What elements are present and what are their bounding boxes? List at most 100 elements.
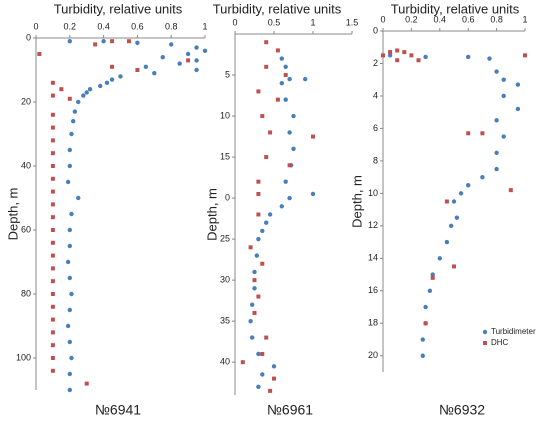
dhc-point: [466, 131, 471, 136]
y-tick-label: 35: [220, 316, 230, 326]
x-tick-label: 0.5: [268, 17, 281, 27]
y-tick-label: 40: [21, 160, 31, 170]
dhc-point: [260, 351, 265, 356]
turbidimeter-point: [67, 227, 73, 233]
x-tick-label: 0: [232, 17, 237, 27]
x-tick-label: 0.8: [490, 14, 503, 24]
turbidimeter-point: [67, 339, 73, 345]
dhc-point: [50, 93, 55, 98]
dhc-point: [110, 64, 115, 69]
dhc-point: [50, 151, 55, 156]
turbidimeter-point: [279, 56, 284, 61]
y-tick-label: 6: [373, 123, 378, 133]
panel-label: №6961: [267, 402, 313, 418]
x-tick-label: 0.8: [165, 21, 178, 31]
chart-title: Turbidity, relative units: [54, 1, 183, 16]
x-tick-label: 1: [310, 17, 315, 27]
turbidimeter-point: [252, 269, 257, 275]
turbidimeter-point: [202, 48, 208, 53]
y-tick-label: 2: [373, 58, 378, 68]
y-tick-label: 8: [373, 155, 378, 165]
turbidimeter-point: [430, 272, 435, 277]
y-tick-label: 4: [373, 90, 378, 100]
dhc-point: [275, 97, 280, 102]
dhc-point: [50, 356, 55, 360]
dhc-point: [508, 188, 513, 193]
y-tick-label: 0: [26, 32, 31, 42]
turbidimeter-point: [303, 76, 308, 82]
turbidimeter-point: [249, 302, 255, 307]
turbidimeter-point: [65, 323, 71, 329]
dhc-point: [256, 179, 261, 184]
turbidimeter-point: [101, 39, 106, 44]
dhc-point: [444, 199, 449, 204]
dhc-point: [50, 80, 55, 85]
dhc-point: [395, 48, 400, 53]
dhc-point: [50, 343, 55, 348]
turbidimeter-point: [501, 93, 506, 99]
x-tick-label: 0.6: [462, 14, 475, 24]
y-axis-label: Depth, m: [204, 188, 219, 241]
turbidimeter-point: [287, 76, 292, 82]
dhc-point: [381, 53, 385, 58]
turbidimeter-point: [67, 387, 73, 393]
turbidimeter-point: [448, 223, 454, 229]
dhc-point: [272, 376, 276, 381]
turbidimeter-point: [67, 147, 73, 153]
y-tick-label: 25: [220, 233, 230, 243]
dhc-point: [252, 278, 257, 283]
y-tick-label: 5: [225, 69, 230, 79]
y-tick-label: 10: [220, 110, 230, 120]
turbidimeter-point: [260, 228, 265, 234]
turbidimeter-point: [248, 318, 253, 324]
dhc-point: [268, 130, 273, 135]
panel-label: №6932: [439, 402, 485, 418]
dhc-point: [264, 155, 269, 160]
dhc-point: [50, 164, 55, 168]
turbidimeter-point: [67, 275, 73, 281]
y-tick-label: 12: [368, 220, 378, 230]
turbidimeter-point: [420, 353, 425, 358]
turbidimeter-point: [109, 77, 115, 82]
turbidimeter-point: [69, 355, 74, 361]
turbidimeter-point: [76, 195, 81, 201]
dhc-point: [50, 253, 55, 258]
dhc-point: [480, 131, 485, 136]
dhc-point: [240, 360, 245, 365]
turbidimeter-point: [427, 288, 433, 294]
turbidimeter-point: [87, 87, 93, 92]
dhc-point: [409, 53, 414, 58]
turbidimeter-point: [494, 118, 499, 123]
turbidimeter-point: [98, 83, 103, 89]
dhc-point: [50, 215, 55, 220]
dhc-point: [248, 245, 253, 250]
x-tick-label: 0: [380, 14, 385, 24]
dhc-point: [283, 73, 288, 78]
turbidimeter-point: [515, 82, 521, 87]
turbidimeter-point: [194, 45, 199, 50]
dhc-point: [50, 202, 55, 207]
dhc-point: [268, 388, 273, 393]
turbidimeter-point: [423, 54, 428, 60]
y-axis-label: Depth, m: [349, 175, 364, 228]
x-tick-label: 0: [33, 21, 38, 31]
dhc-point: [110, 39, 115, 44]
dhc-point: [264, 40, 269, 45]
dhc-point: [395, 58, 400, 63]
turbidimeter-point: [249, 335, 255, 340]
turbidimeter-point: [69, 291, 74, 297]
dhc-point: [50, 368, 55, 373]
x-tick-label: 0.2: [405, 14, 418, 24]
dhc-point: [50, 266, 55, 271]
chart-title: Turbidity, relative units: [391, 1, 520, 16]
y-tick-label: 10: [368, 188, 378, 198]
dhc-point: [452, 264, 456, 269]
dhc-point: [37, 52, 42, 56]
y-tick-label: 18: [368, 318, 378, 328]
y-tick-label: 0: [373, 25, 378, 35]
turbidimeter-point: [283, 64, 288, 70]
y-axis-label: Depth, m: [5, 188, 20, 241]
dhc-point: [523, 53, 527, 58]
x-tick-label: 0.4: [97, 21, 110, 31]
